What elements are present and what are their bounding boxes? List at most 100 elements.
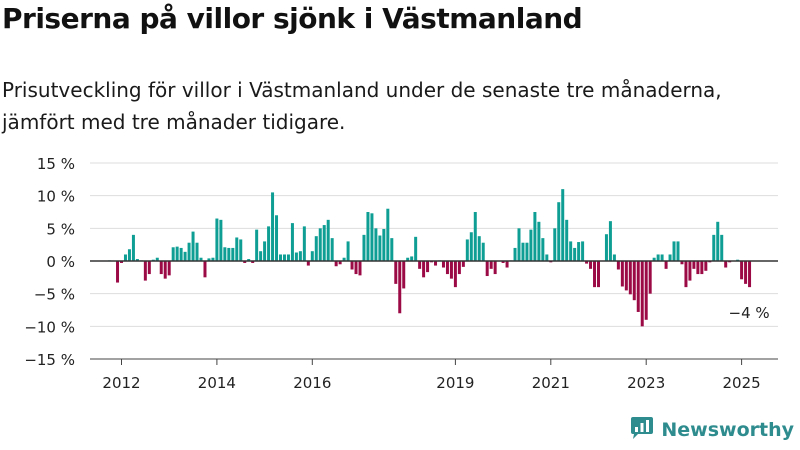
bar <box>282 254 286 261</box>
bar <box>350 261 354 270</box>
bar <box>748 261 752 288</box>
newsworthy-logo-icon <box>629 415 655 445</box>
bar <box>143 261 147 281</box>
bar <box>215 218 219 261</box>
bar <box>410 256 414 261</box>
bar <box>624 261 628 291</box>
bar <box>489 261 493 269</box>
bar <box>700 261 704 275</box>
bar <box>398 261 402 314</box>
bar <box>441 261 445 268</box>
x-tick-label: 2012 <box>102 374 140 392</box>
bar <box>386 208 390 261</box>
bar <box>577 242 581 261</box>
bar <box>402 261 406 289</box>
bar <box>116 261 120 283</box>
bar <box>668 254 672 261</box>
bar <box>537 221 541 261</box>
y-tick-label: 15 % <box>37 155 75 173</box>
bar <box>676 241 680 261</box>
bar <box>485 261 489 277</box>
bar <box>227 247 231 261</box>
bar <box>680 261 684 265</box>
bar <box>259 251 263 261</box>
bar <box>553 228 557 261</box>
bar <box>469 232 473 261</box>
bar <box>422 261 426 278</box>
bar <box>322 225 326 261</box>
bar <box>306 261 310 266</box>
bar <box>267 226 271 261</box>
bar <box>704 261 708 271</box>
bar <box>223 247 227 261</box>
bar <box>239 239 243 261</box>
bar <box>326 219 330 261</box>
bar <box>664 261 668 269</box>
bar <box>505 261 509 268</box>
bar <box>382 228 386 261</box>
bar <box>569 241 573 261</box>
bar <box>632 261 636 301</box>
bar <box>644 261 648 320</box>
bar <box>255 229 259 261</box>
bar <box>612 254 616 261</box>
bar <box>481 242 485 261</box>
bar <box>712 234 716 261</box>
bar <box>672 241 676 261</box>
x-tick-label: 2014 <box>198 374 236 392</box>
bar <box>585 261 589 264</box>
bar <box>744 261 748 284</box>
y-tick-label: 0 % <box>46 253 75 271</box>
bar <box>358 261 362 276</box>
bar <box>573 247 577 261</box>
bar <box>426 261 430 273</box>
bar <box>529 229 533 261</box>
bar <box>167 261 171 276</box>
bar <box>271 192 275 261</box>
bar <box>565 219 569 261</box>
bar <box>692 261 696 269</box>
bar <box>434 261 438 266</box>
bar <box>183 251 187 261</box>
bar <box>616 261 620 270</box>
latest-value-annotation: −4 % <box>729 304 770 322</box>
bar <box>207 258 211 261</box>
bar <box>263 241 267 261</box>
bar <box>127 249 131 261</box>
bar <box>513 247 517 261</box>
bar <box>314 236 318 261</box>
bar <box>656 254 660 261</box>
brand-name: Newsworthy <box>661 419 794 441</box>
x-tick-label: 2021 <box>532 374 570 392</box>
bar <box>171 247 175 261</box>
bar <box>477 236 481 261</box>
bar <box>418 261 422 269</box>
bar <box>191 231 195 261</box>
bar <box>716 221 720 261</box>
bar <box>330 238 334 261</box>
bar <box>366 212 370 261</box>
bar <box>231 247 235 261</box>
bar <box>195 242 199 261</box>
bar <box>302 226 306 261</box>
bar <box>561 189 565 261</box>
bar <box>163 261 167 279</box>
bar <box>720 234 724 261</box>
bar <box>131 234 135 261</box>
bar <box>652 257 656 261</box>
chart-subtitle: Prisutveckling för villor i Västmanland … <box>2 78 722 134</box>
bar <box>203 261 207 278</box>
bars <box>108 189 752 327</box>
bar <box>453 261 457 288</box>
bar <box>608 221 612 261</box>
bar <box>724 261 728 268</box>
bar <box>533 212 537 261</box>
bar <box>123 254 127 261</box>
bar <box>374 228 378 261</box>
bar <box>286 254 290 261</box>
bar <box>461 261 465 267</box>
bar <box>346 241 350 261</box>
bar <box>394 261 398 284</box>
bar <box>390 238 394 261</box>
bar <box>279 254 282 261</box>
